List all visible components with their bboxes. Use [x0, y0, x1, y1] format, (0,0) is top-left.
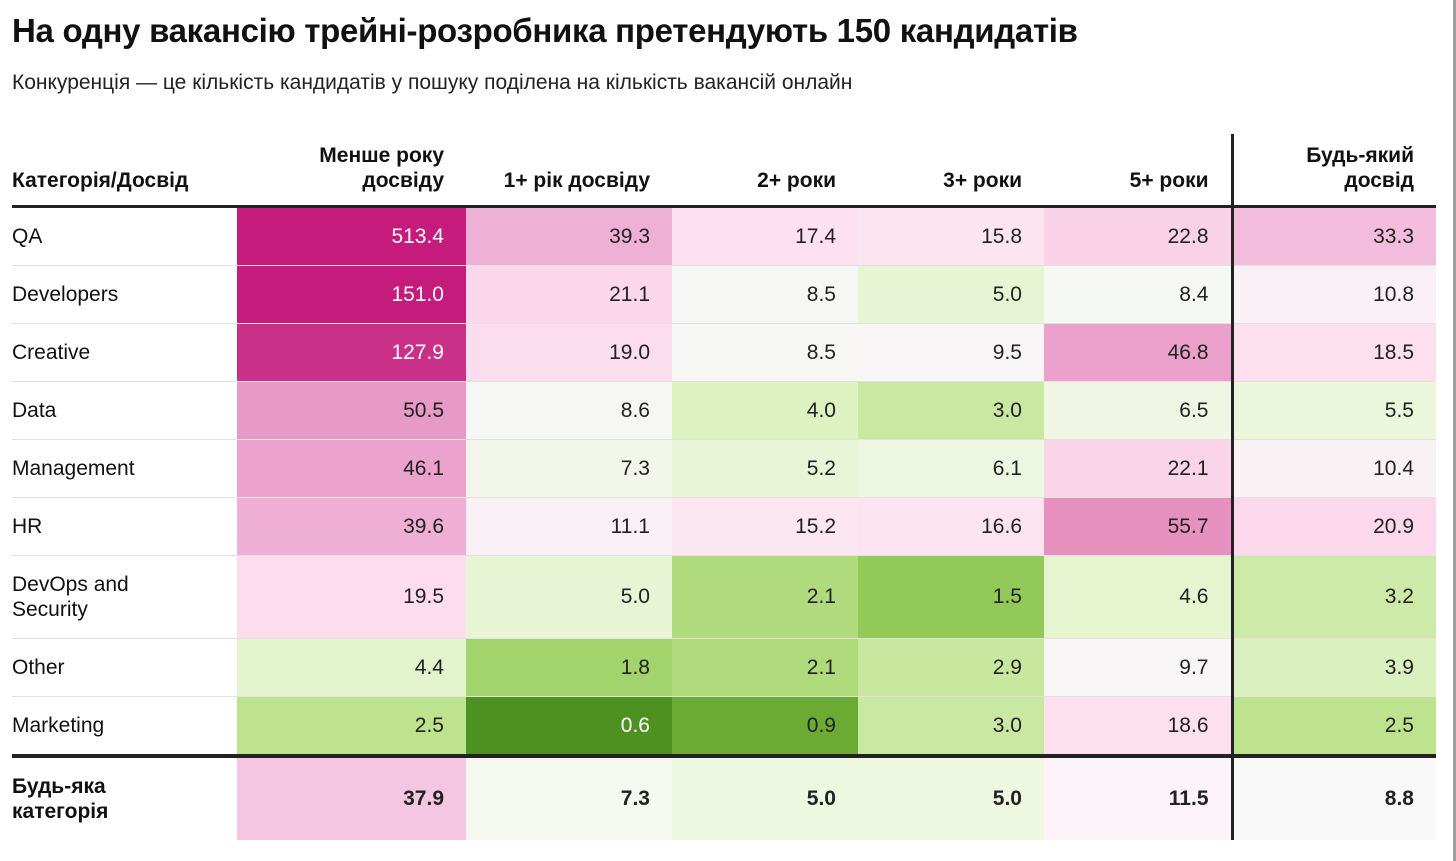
heat-cell: 2.1: [672, 555, 858, 639]
heat-cell: 8.8: [1230, 756, 1436, 840]
heat-cell: 5.0: [672, 756, 858, 840]
heat-cell: 33.3: [1230, 206, 1436, 266]
row-label: Data: [12, 381, 237, 440]
row-label: Marketing: [12, 696, 237, 757]
heat-cell: 22.1: [1044, 439, 1232, 498]
heat-cell: 5.0: [466, 555, 672, 639]
heat-cell: 55.7: [1044, 497, 1232, 556]
heat-cell: 0.6: [466, 696, 672, 757]
table-row: DevOps and Security 19.5 5.0 2.1 1.5 4.6 3.2: [12, 555, 1436, 639]
heat-cell: 4.4: [237, 638, 466, 697]
heat-cell: 3.0: [858, 696, 1044, 757]
heat-cell: 10.4: [1230, 439, 1436, 498]
heat-cell: 6.1: [858, 439, 1044, 498]
heat-cell: 8.4: [1044, 265, 1232, 324]
column-header: Будь-який досвід: [1230, 134, 1436, 207]
row-label: Management: [12, 439, 237, 498]
heat-cell: 39.6: [237, 497, 466, 556]
heat-cell: 46.8: [1044, 323, 1232, 382]
heat-cell: 8.6: [466, 381, 672, 440]
heat-cell: 50.5: [237, 381, 466, 440]
heat-cell: 2.1: [672, 638, 858, 697]
heat-cell: 9.7: [1044, 638, 1232, 697]
row-label: HR: [12, 497, 237, 556]
heat-cell: 3.2: [1230, 555, 1436, 639]
chart-title: На одну вакансію трейні-розробника прете…: [12, 12, 1078, 49]
table-row: Marketing 2.5 0.6 0.9 3.0 18.6 2.5: [12, 696, 1436, 757]
heat-cell: 1.8: [466, 638, 672, 697]
heat-cell: 19.0: [466, 323, 672, 382]
heat-cell: 21.1: [466, 265, 672, 324]
heat-cell: 15.2: [672, 497, 858, 556]
heat-cell: 151.0: [237, 265, 466, 324]
table-row: Developers 151.0 21.1 8.5 5.0 8.4 10.8: [12, 265, 1436, 324]
heat-cell: 4.6: [1044, 555, 1232, 639]
table-row: Management 46.1 7.3 5.2 6.1 22.1 10.4: [12, 439, 1436, 498]
heatmap-body: QA 513.4 39.3 17.4 15.8 22.8 33.3 Developers 151…: [12, 206, 1436, 757]
heat-cell: 8.5: [672, 323, 858, 382]
table-row: QA 513.4 39.3 17.4 15.8 22.8 33.3: [12, 206, 1436, 266]
column-header: Менше року досвіду: [319, 144, 444, 192]
heat-cell: 18.5: [1230, 323, 1436, 382]
table-row: HR 39.6 11.1 15.2 16.6 55.7 20.9: [12, 497, 1436, 556]
row-label: Будь-яка категорія: [12, 775, 109, 823]
heat-cell: 15.8: [858, 206, 1044, 266]
column-header: 3+ роки: [943, 169, 1022, 192]
heat-cell: 19.5: [237, 555, 466, 639]
total-row: Будь-яка категорія 37.9 7.3 5.0 5.0 11.5 8.8: [12, 756, 1436, 840]
heat-cell: 8.5: [672, 265, 858, 324]
heat-cell: 39.3: [466, 206, 672, 266]
heatmap-table: Категорія/Досвід Менше року досвіду 1+ рі…: [12, 134, 1436, 840]
table-row: Other 4.4 1.8 2.1 2.9 9.7 3.9: [12, 638, 1436, 697]
heat-cell: 513.4: [237, 206, 466, 266]
heat-cell: 2.9: [858, 638, 1044, 697]
heat-cell: 11.1: [466, 497, 672, 556]
heat-cell: 16.6: [858, 497, 1044, 556]
table-row: Data 50.5 8.6 4.0 3.0 6.5 5.5: [12, 381, 1436, 440]
heat-cell: 5.0: [858, 265, 1044, 324]
heat-cell: 5.2: [672, 439, 858, 498]
header-row: Категорія/Досвід Менше року досвіду 1+ рі…: [12, 134, 1436, 207]
heat-cell: 7.3: [466, 756, 672, 840]
heat-cell: 7.3: [466, 439, 672, 498]
heat-cell: 17.4: [672, 206, 858, 266]
heat-cell: 1.5: [858, 555, 1044, 639]
heat-cell: 2.5: [237, 696, 466, 757]
heat-cell: 5.5: [1230, 381, 1436, 440]
heat-cell: 3.0: [858, 381, 1044, 440]
heat-cell: 9.5: [858, 323, 1044, 382]
column-header: 2+ роки: [757, 169, 836, 192]
row-label: QA: [12, 206, 237, 266]
heat-cell: 2.5: [1230, 696, 1436, 757]
heat-cell: 3.9: [1230, 638, 1436, 697]
heat-cell: 0.9: [672, 696, 858, 757]
heat-cell: 127.9: [237, 323, 466, 382]
row-label: Creative: [12, 323, 237, 382]
row-label: Other: [12, 638, 237, 697]
row-header-label: Категорія/Досвід: [12, 169, 189, 192]
heatmap-total: Будь-яка категорія 37.9 7.3 5.0 5.0 11.5 8.8: [12, 756, 1436, 840]
heat-cell: 6.5: [1044, 381, 1232, 440]
heat-cell: 5.0: [858, 756, 1044, 840]
column-header: 5+ роки: [1129, 169, 1209, 192]
frame-border: [1453, 0, 1456, 861]
heat-cell: 20.9: [1230, 497, 1436, 556]
row-label: DevOps and Security: [12, 555, 237, 639]
heat-cell: 37.9: [237, 756, 466, 840]
heat-cell: 18.6: [1044, 696, 1232, 757]
heat-cell: 10.8: [1230, 265, 1436, 324]
heat-cell: 46.1: [237, 439, 466, 498]
column-header: 1+ рік досвіду: [503, 169, 650, 192]
table-row: Creative 127.9 19.0 8.5 9.5 46.8 18.5: [12, 323, 1436, 382]
heat-cell: 11.5: [1044, 756, 1232, 840]
chart-subtitle: Конкуренція — це кількість кандидатів у …: [12, 71, 853, 94]
heat-cell: 4.0: [672, 381, 858, 440]
row-label: Developers: [12, 265, 237, 324]
heat-cell: 22.8: [1044, 206, 1232, 266]
